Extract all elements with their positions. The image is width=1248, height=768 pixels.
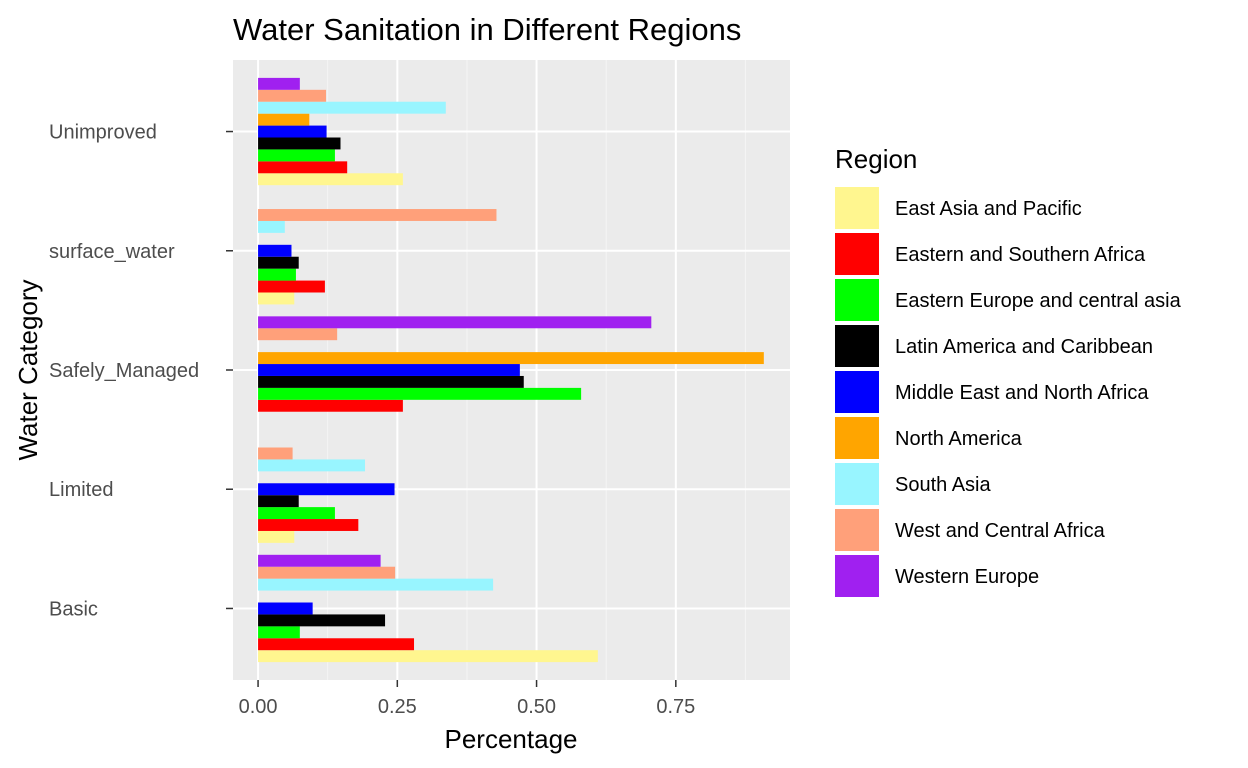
legend-key: [835, 325, 879, 367]
legend-label: North America: [895, 428, 1023, 450]
bar: [258, 220, 285, 233]
bar: [258, 495, 299, 508]
bar: [258, 638, 415, 651]
bar: [258, 519, 359, 531]
x-axis: 0.00 0.25 0.50 0.75: [239, 680, 695, 718]
legend-label: Middle East and North Africa: [895, 382, 1149, 404]
y-tick-label: Unimproved: [49, 122, 157, 144]
legend-label: East Asia and Pacific: [895, 198, 1082, 220]
x-tick-label: 0.00: [239, 696, 278, 718]
legend-label: Eastern and Southern Africa: [895, 244, 1146, 266]
bar: [258, 328, 338, 341]
y-tick-label: Basic: [49, 598, 98, 620]
bar: [258, 364, 520, 376]
bar: [258, 650, 598, 663]
legend-key: [835, 371, 879, 413]
legend-key: [835, 279, 879, 321]
legend-key: [835, 417, 879, 459]
bar: [258, 268, 296, 281]
bar: [258, 77, 300, 90]
bar: [258, 113, 310, 126]
x-tick-label: 0.50: [517, 696, 556, 718]
bar: [258, 352, 764, 365]
bar: [258, 399, 403, 412]
bar: [258, 256, 299, 269]
bar: [258, 387, 582, 400]
legend-key: [835, 509, 879, 551]
y-tick-label: Safely_Managed: [49, 360, 199, 382]
bars: [258, 77, 764, 663]
legend-key: [835, 233, 879, 275]
x-tick-label: 0.25: [378, 696, 417, 718]
bar: [258, 507, 335, 520]
bar: [258, 614, 386, 627]
bar: [258, 602, 313, 615]
legend-key: [835, 555, 879, 597]
bar: [258, 578, 494, 591]
legend-key: [835, 463, 879, 505]
legend-label: South Asia: [895, 474, 992, 496]
y-tick-label: surface_water: [49, 241, 175, 263]
y-axis: Basic Limited Safely_Managed surface_water U…: [49, 122, 233, 620]
legend-title: Region: [835, 144, 917, 174]
bar: [258, 101, 446, 114]
bar: [258, 447, 293, 460]
legend-label: Western Europe: [895, 566, 1039, 588]
bar: [258, 125, 327, 138]
bar: [258, 530, 295, 543]
bar: [258, 161, 348, 174]
bar: [258, 554, 381, 567]
bar: [258, 137, 341, 150]
legend-label: Latin America and Caribbean: [895, 336, 1153, 358]
bar: [258, 149, 335, 162]
chart-title: Water Sanitation in Different Regions: [233, 12, 741, 47]
bar: [258, 292, 295, 305]
bar: [258, 566, 396, 579]
bar: [258, 280, 325, 293]
legend-key: [835, 187, 879, 229]
legend-label: Eastern Europe and central asia: [895, 290, 1182, 312]
legend: Region East Asia and Pacific Eastern and …: [835, 144, 1182, 597]
legend-label: West and Central Africa: [895, 520, 1106, 542]
bar: [258, 626, 300, 639]
bar: [258, 483, 395, 496]
bar: [258, 375, 524, 388]
y-axis-title: Water Category: [13, 279, 43, 460]
bar: [258, 459, 366, 472]
bar: [258, 173, 403, 186]
bar: [258, 316, 652, 329]
bar: [258, 209, 497, 221]
x-tick-label: 0.75: [656, 696, 695, 718]
x-axis-title: Percentage: [445, 724, 578, 754]
bar: [258, 244, 292, 257]
y-tick-label: Limited: [49, 479, 113, 501]
bar: [258, 89, 327, 102]
